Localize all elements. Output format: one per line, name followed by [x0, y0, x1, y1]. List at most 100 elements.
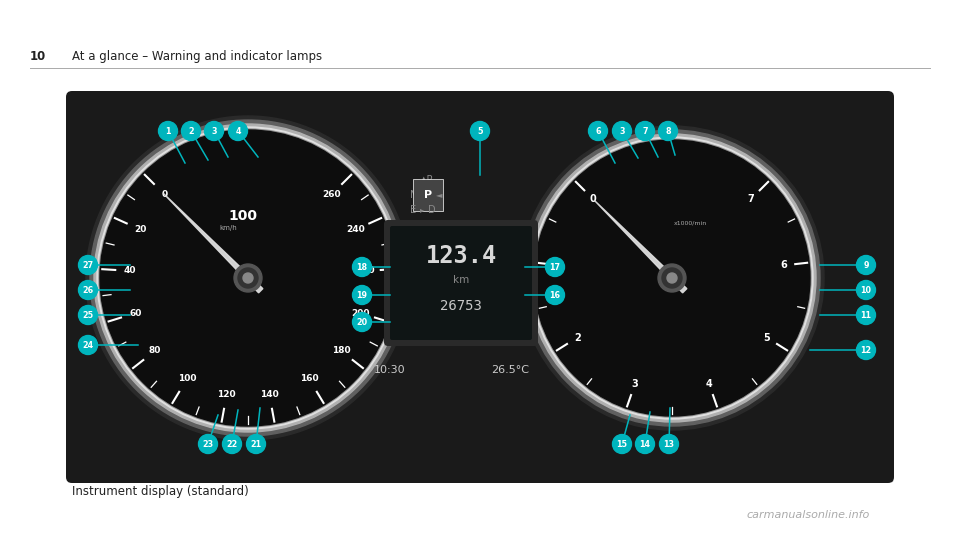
Circle shape — [97, 127, 399, 429]
Circle shape — [202, 337, 294, 429]
Circle shape — [660, 434, 679, 454]
Circle shape — [636, 434, 655, 454]
Circle shape — [662, 268, 682, 288]
Text: 5: 5 — [763, 333, 770, 343]
FancyBboxPatch shape — [66, 91, 894, 483]
Circle shape — [470, 122, 490, 141]
Text: 8: 8 — [665, 127, 671, 136]
Text: 20: 20 — [356, 318, 368, 327]
FancyBboxPatch shape — [327, 112, 593, 263]
Circle shape — [856, 341, 876, 359]
Text: 1: 1 — [558, 261, 564, 270]
Circle shape — [856, 280, 876, 300]
Text: 123.4: 123.4 — [425, 244, 496, 268]
Text: 20: 20 — [134, 225, 147, 234]
Circle shape — [86, 116, 410, 440]
Text: 3: 3 — [619, 127, 625, 136]
Text: carmanualsonline.info: carmanualsonline.info — [747, 510, 870, 520]
Text: 100: 100 — [178, 375, 196, 383]
Text: 240: 240 — [347, 225, 365, 234]
Circle shape — [667, 273, 677, 283]
Text: E: E — [410, 205, 416, 215]
Circle shape — [238, 268, 258, 288]
Circle shape — [634, 340, 710, 416]
Circle shape — [588, 122, 608, 141]
Text: 40: 40 — [124, 266, 136, 276]
Circle shape — [631, 337, 713, 419]
Circle shape — [545, 286, 564, 304]
Text: 4: 4 — [706, 379, 712, 389]
Text: 5: 5 — [477, 127, 483, 136]
Text: 1: 1 — [165, 127, 171, 136]
FancyBboxPatch shape — [384, 220, 538, 346]
Circle shape — [234, 264, 262, 292]
Text: 16: 16 — [549, 291, 561, 300]
Text: 22: 22 — [227, 440, 238, 449]
Circle shape — [352, 257, 372, 277]
FancyBboxPatch shape — [390, 226, 532, 340]
Circle shape — [100, 130, 396, 426]
FancyBboxPatch shape — [68, 93, 892, 481]
Circle shape — [534, 140, 810, 416]
Circle shape — [352, 286, 372, 304]
Circle shape — [659, 122, 678, 141]
Circle shape — [658, 264, 686, 292]
Text: 21: 21 — [251, 440, 261, 449]
Text: 2: 2 — [188, 127, 194, 136]
Circle shape — [243, 273, 253, 283]
Text: 4: 4 — [235, 127, 241, 136]
Circle shape — [352, 312, 372, 332]
Text: 26753: 26753 — [440, 299, 482, 313]
Text: 0: 0 — [161, 190, 168, 199]
Circle shape — [79, 280, 98, 300]
Circle shape — [205, 340, 291, 426]
Circle shape — [856, 255, 876, 274]
Circle shape — [79, 255, 98, 274]
Text: 80: 80 — [149, 346, 161, 356]
Circle shape — [79, 335, 98, 354]
Text: 15: 15 — [616, 440, 628, 449]
Circle shape — [181, 122, 201, 141]
Text: ▸: ▸ — [420, 206, 424, 214]
Text: 14: 14 — [639, 440, 651, 449]
Text: 11: 11 — [860, 311, 872, 320]
Text: ◄: ◄ — [436, 190, 443, 199]
Text: 10: 10 — [30, 50, 46, 63]
Text: 160: 160 — [300, 375, 319, 383]
Text: D: D — [428, 205, 436, 215]
Text: 26: 26 — [83, 286, 93, 295]
Circle shape — [856, 305, 876, 325]
Text: 220: 220 — [356, 266, 375, 276]
Circle shape — [628, 334, 716, 422]
Text: 13: 13 — [663, 440, 675, 449]
Circle shape — [208, 343, 288, 423]
Polygon shape — [594, 200, 686, 293]
Text: 19: 19 — [356, 291, 368, 300]
Text: 26.5°C: 26.5°C — [491, 365, 529, 375]
Circle shape — [524, 130, 820, 426]
Text: At a glance – Warning and indicator lamps: At a glance – Warning and indicator lamp… — [72, 50, 323, 63]
Circle shape — [533, 139, 811, 417]
Circle shape — [223, 434, 242, 454]
Text: 18: 18 — [356, 263, 368, 272]
Circle shape — [199, 434, 218, 454]
Text: ▲R: ▲R — [420, 175, 434, 185]
Circle shape — [531, 137, 813, 419]
Circle shape — [90, 120, 406, 436]
Text: 100: 100 — [228, 209, 257, 223]
Text: 3: 3 — [211, 127, 217, 136]
Circle shape — [520, 126, 824, 430]
Text: N: N — [410, 190, 418, 200]
Circle shape — [204, 122, 224, 141]
Text: 3: 3 — [632, 379, 638, 389]
Text: 7: 7 — [748, 194, 755, 204]
Circle shape — [94, 124, 402, 432]
Text: 260: 260 — [323, 190, 341, 199]
Circle shape — [636, 122, 655, 141]
Circle shape — [247, 434, 266, 454]
Circle shape — [545, 257, 564, 277]
Text: 27: 27 — [83, 261, 93, 270]
Circle shape — [99, 129, 397, 427]
Text: 10:30: 10:30 — [374, 365, 406, 375]
Circle shape — [158, 122, 178, 141]
